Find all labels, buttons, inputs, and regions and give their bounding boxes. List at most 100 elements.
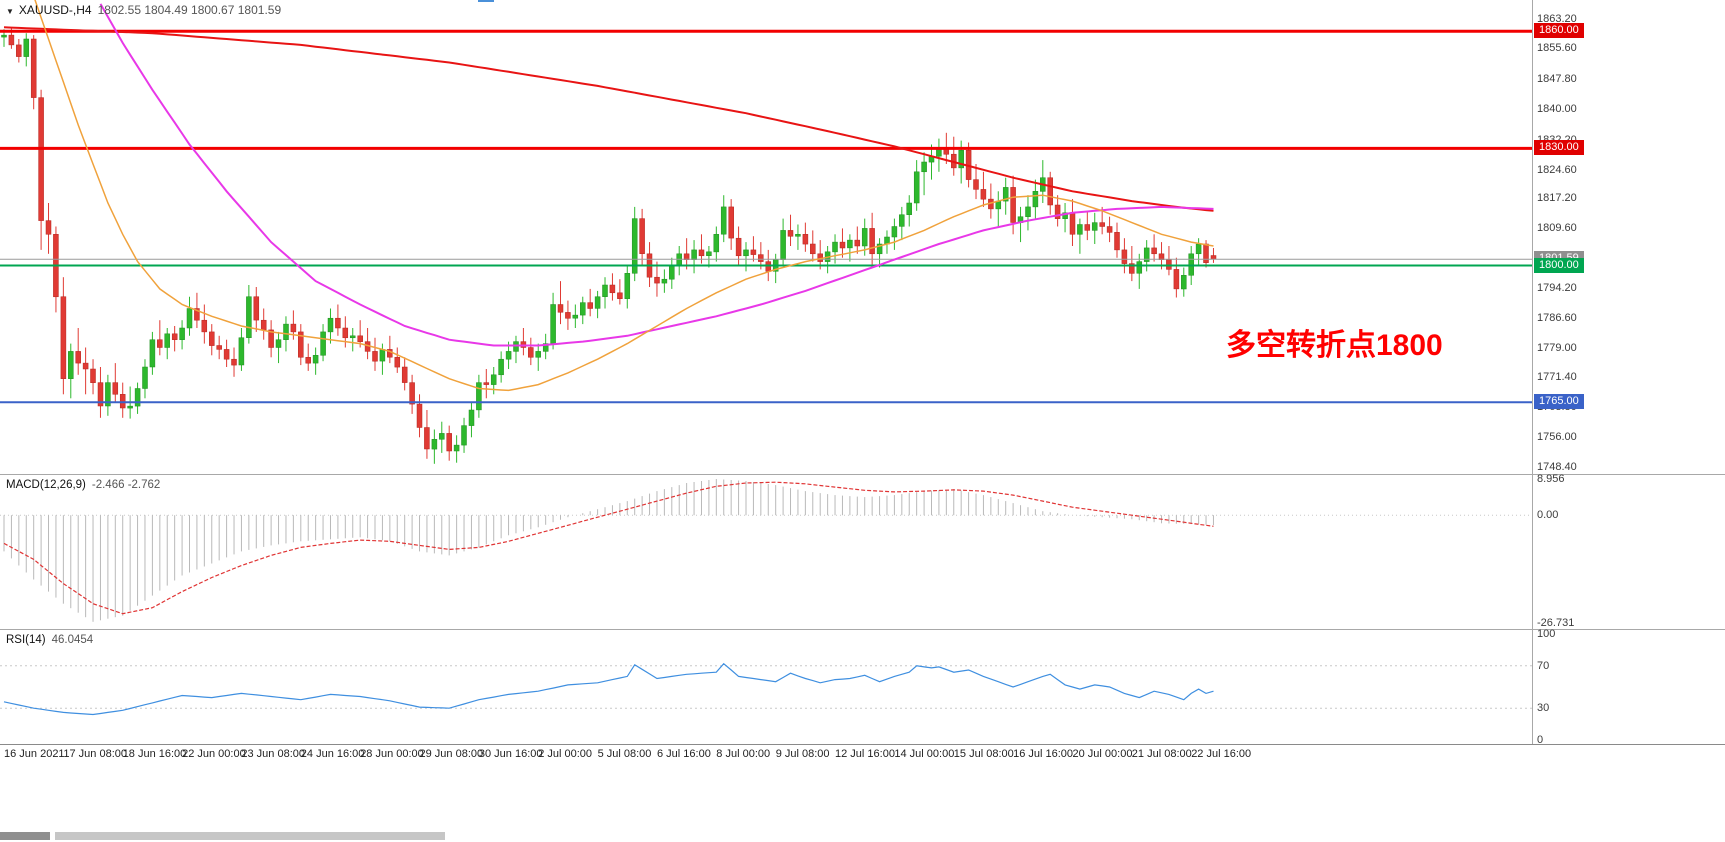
candle [906, 202, 912, 215]
ma-fast-orange [34, 0, 1214, 392]
candle [891, 226, 898, 238]
time-label: 18 Jun 16:00 [122, 748, 187, 760]
candle [157, 339, 163, 348]
ohlc-values: 1802.55 1804.49 1800.67 1801.59 [97, 3, 282, 17]
candle [1, 34, 7, 38]
candle [557, 304, 564, 313]
candle [1084, 224, 1091, 231]
chevron-down-icon[interactable]: ▼ [6, 7, 14, 16]
candle [609, 284, 616, 294]
candle [246, 296, 252, 338]
candle [335, 317, 341, 329]
candle [90, 368, 96, 383]
candle [787, 230, 794, 237]
candle [298, 331, 304, 358]
symbol-timeframe-label: XAUUSD-,H4 [18, 3, 92, 17]
price-tick: 1779.00 [1537, 341, 1577, 354]
candle [565, 312, 571, 319]
candle [134, 388, 141, 407]
candle [973, 179, 979, 190]
candle [587, 302, 593, 309]
candle [758, 254, 764, 262]
candle [691, 249, 697, 260]
candle [409, 382, 415, 405]
candle [528, 347, 534, 358]
candle [542, 343, 549, 352]
candle [164, 333, 170, 348]
candle [97, 382, 104, 407]
time-label: 23 Jun 08:00 [241, 748, 306, 760]
candle [1181, 275, 1187, 290]
time-label: 9 Jul 08:00 [775, 748, 830, 760]
candle [1077, 224, 1083, 235]
scrollbar-left-segment[interactable] [0, 832, 50, 840]
time-label: 17 Jun 08:00 [63, 748, 128, 760]
pane-separator-macd[interactable] [0, 629, 1725, 630]
candle [795, 234, 801, 237]
candle [810, 243, 816, 255]
time-label: 28 Jun 00:00 [360, 748, 424, 760]
candle [283, 323, 289, 340]
price-badge: 1800.00 [1534, 257, 1584, 273]
candle [913, 171, 920, 204]
candle [669, 265, 675, 280]
candle [349, 335, 356, 339]
candle [580, 302, 586, 316]
time-label: 21 Jul 08:00 [1131, 748, 1192, 760]
candle [728, 206, 734, 239]
candle [30, 38, 37, 98]
main-price-pane[interactable] [0, 0, 1725, 474]
candle [238, 337, 245, 366]
price-axis-separator [1532, 0, 1533, 744]
candle [505, 351, 512, 360]
candle [260, 319, 267, 331]
candle [980, 189, 987, 200]
candle [498, 358, 504, 376]
price-badge: 1830.00 [1534, 140, 1584, 156]
rsi-tick: 30 [1537, 702, 1550, 715]
candle [268, 329, 274, 348]
time-label: 8 Jul 00:00 [716, 748, 771, 760]
candle [194, 308, 200, 321]
scrollbar-thumb[interactable] [55, 832, 445, 840]
time-label: 29 Jun 08:00 [419, 748, 484, 760]
rsi-tick: 100 [1537, 628, 1556, 640]
candle [550, 304, 556, 344]
candle [216, 345, 222, 350]
time-label: 5 Jul 08:00 [597, 748, 652, 760]
candle [535, 351, 541, 358]
time-label: 30 Jun 16:00 [478, 748, 543, 760]
candle [1032, 191, 1039, 208]
candle [958, 150, 964, 169]
candle [112, 382, 119, 395]
candle [468, 409, 475, 426]
candle [869, 228, 875, 255]
rsi-values: 46.0454 [51, 634, 94, 646]
candle [1173, 269, 1180, 290]
candle [105, 382, 111, 407]
annotation-text[interactable]: 多空转折点1800 [1226, 329, 1443, 362]
price-tick: 1855.60 [1537, 42, 1577, 55]
candle [780, 230, 786, 260]
candle [171, 333, 178, 340]
candle [661, 278, 668, 284]
pane-separator-main[interactable] [0, 474, 1725, 475]
candle [594, 296, 601, 309]
rsi-pane[interactable] [0, 630, 1725, 744]
price-tick: 1786.60 [1537, 311, 1577, 324]
macd-pane[interactable] [0, 475, 1725, 629]
ma-mid-magenta [99, 3, 1214, 347]
time-label: 24 Jun 16:00 [300, 748, 365, 760]
price-tick: 1824.60 [1537, 163, 1577, 176]
candle [1114, 232, 1120, 251]
candle [1062, 212, 1068, 219]
macd-header: MACD(12,26,9) -2.466 -2.762 [6, 479, 160, 491]
price-badge: 1765.00 [1534, 394, 1584, 410]
price-tick: 1771.40 [1537, 371, 1577, 384]
candle [119, 394, 126, 409]
price-tick: 1840.00 [1537, 103, 1577, 116]
macd-tick: -26.731 [1537, 616, 1575, 629]
time-axis-line [0, 744, 1725, 745]
candle [624, 273, 631, 299]
candle [431, 439, 438, 450]
